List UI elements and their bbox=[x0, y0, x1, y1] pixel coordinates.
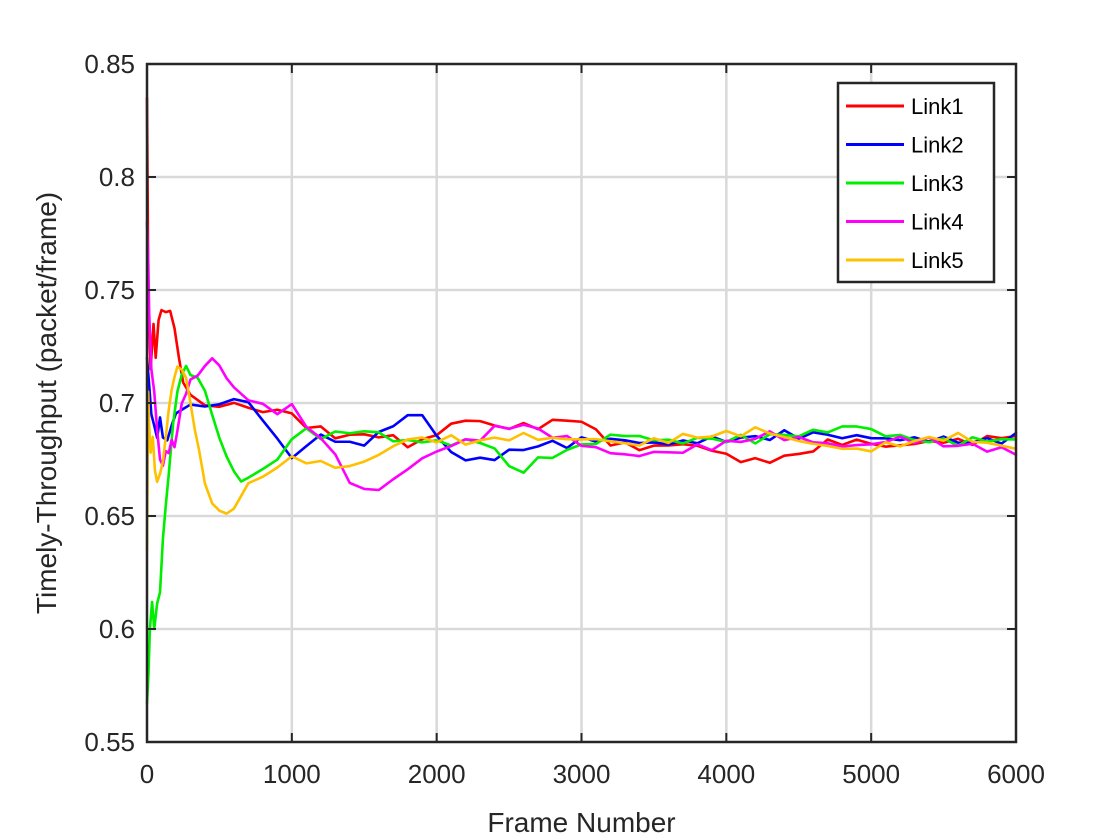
y-tick-labels: 0.55 0.6 0.65 0.7 0.75 0.8 0.85 bbox=[84, 49, 135, 757]
legend-item-link5: Link5 bbox=[846, 248, 964, 273]
series-lines bbox=[145, 96, 1018, 705]
legend-label: Link3 bbox=[911, 171, 964, 196]
legend: Link1 Link2 Link3 Link4 Link5 bbox=[836, 81, 996, 284]
legend-item-link4: Link4 bbox=[846, 210, 964, 235]
x-tick-label: 1000 bbox=[263, 759, 321, 789]
plot-area-frame bbox=[145, 62, 1018, 744]
series-line-link4 bbox=[145, 220, 1018, 492]
x-tick-label: 3000 bbox=[553, 759, 611, 789]
series-line-link5 bbox=[145, 365, 1018, 552]
x-tick-label: 4000 bbox=[697, 759, 755, 789]
legend-label: Link5 bbox=[911, 248, 964, 273]
y-tick-label: 0.55 bbox=[84, 727, 135, 757]
x-tick-label: 6000 bbox=[987, 759, 1045, 789]
x-tick-label: 5000 bbox=[842, 759, 900, 789]
legend-item-link1: Link1 bbox=[846, 94, 964, 119]
legend-items: Link1 Link2 Link3 Link4 Link5 bbox=[846, 94, 964, 273]
legend-label: Link4 bbox=[911, 210, 964, 235]
legend-item-link3: Link3 bbox=[846, 171, 964, 196]
x-axis-title: Frame Number bbox=[487, 807, 675, 838]
y-tick-label: 0.75 bbox=[84, 275, 135, 305]
x-tick-label: 2000 bbox=[408, 759, 466, 789]
y-tick-label: 0.7 bbox=[99, 388, 135, 418]
x-tick-label: 0 bbox=[140, 759, 154, 789]
y-axis-title: Timely-Throughput (packet/frame) bbox=[31, 192, 62, 614]
y-tick-label: 0.85 bbox=[84, 49, 135, 79]
legend-item-link2: Link2 bbox=[846, 133, 964, 158]
y-tick-label: 0.8 bbox=[99, 162, 135, 192]
series-line-link2 bbox=[145, 356, 1018, 462]
legend-label: Link1 bbox=[911, 94, 964, 119]
y-tick-label: 0.65 bbox=[84, 501, 135, 531]
legend-label: Link2 bbox=[911, 133, 964, 158]
legend-box bbox=[836, 81, 996, 284]
x-tick-labels: 0 1000 2000 3000 4000 5000 6000 bbox=[140, 759, 1045, 789]
y-tick-label: 0.6 bbox=[99, 614, 135, 644]
